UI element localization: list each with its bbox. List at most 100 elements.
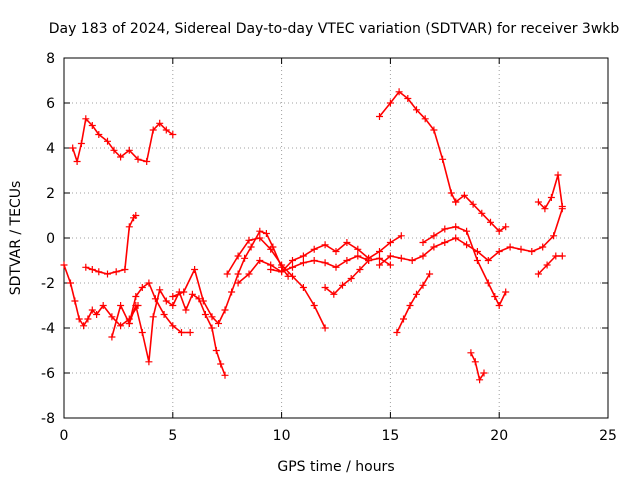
x-tick-label: 10 [273,428,291,444]
y-tick-label: -4 [41,321,55,337]
data-point [467,349,475,357]
data-point [386,252,394,260]
data-point [95,268,103,276]
data-point [278,261,286,269]
data-point [491,293,499,300]
data-point [215,320,222,327]
data-point [67,279,74,287]
y-tick-label: 8 [46,51,55,67]
data-point [439,155,447,163]
data-point [376,113,383,120]
data-point [447,189,455,197]
data-point [169,322,177,330]
data-point [195,295,203,303]
data-point [289,272,296,280]
data-point [267,245,275,253]
data-point [460,191,468,199]
y-tick-label: 6 [46,96,55,112]
data-point [108,333,116,341]
data-point [430,126,438,134]
data-point [471,358,479,366]
data-point [245,236,253,244]
data-point [419,239,427,246]
series-line [470,352,485,381]
data-point [487,218,494,226]
data-point [278,268,286,276]
data-point [502,288,510,296]
data-point [178,329,185,336]
data-point [73,158,81,165]
data-point [343,239,351,246]
data-point [299,252,307,260]
data-point [262,230,270,237]
data-point [386,239,394,246]
data-point [88,306,96,314]
data-point [321,284,329,291]
data-point [408,257,416,264]
data-point [221,306,229,314]
data-point [554,171,562,179]
data-point [186,329,194,336]
series-line [111,282,191,338]
y-axis-label: SDTVAR / TECUs [8,181,24,296]
series-line [537,174,564,210]
data-point [156,286,164,294]
data-point [421,115,429,123]
series-line [237,235,403,284]
data-point [84,315,92,323]
data-point [289,263,296,271]
data-point [188,290,196,298]
data-point [138,329,146,336]
series-arc-5 [108,279,194,341]
series-arc-9 [267,252,394,276]
data-point [117,153,125,161]
series-line [71,118,174,163]
data-point [376,248,383,255]
data-point [156,119,164,127]
data-point [160,311,168,318]
data-point [169,131,177,138]
data-point [223,270,231,278]
y-tick-labels: -8 -6 -4 -2 0 2 4 6 8 [41,51,55,427]
data-point [221,371,229,379]
data-point [80,322,88,330]
y-tick-label: -2 [41,276,55,292]
data-point [93,311,101,318]
data-point [162,126,170,134]
data-point [88,266,96,273]
data-point [108,313,116,321]
data-point [99,302,107,309]
x-tick-label: 15 [381,428,399,444]
series-arc-13 [376,205,566,269]
data-point [145,358,153,366]
data-point [299,259,307,267]
data-point [552,252,560,260]
series-arc-10 [321,257,373,298]
data-point [71,297,79,305]
data-point [332,248,340,255]
data-point [162,297,170,305]
x-tick-labels: 0 5 10 15 20 25 [60,428,617,444]
data-point [191,266,199,273]
data-point [117,302,125,309]
data-point [60,261,68,269]
data-point [321,259,329,267]
data-point [430,232,438,240]
data-point [110,146,118,154]
series-line [172,230,289,325]
data-point [299,284,307,291]
data-point [169,293,177,300]
data-point [256,257,264,264]
data-point [476,376,484,384]
data-point [208,324,216,332]
data-point [473,248,481,255]
data-point [404,95,412,102]
series-line [378,91,457,203]
data-point [125,146,133,154]
data-point [125,223,133,231]
data-point [495,248,503,255]
data-point [310,302,318,309]
data-point [132,212,140,219]
x-tick-label: 20 [490,428,508,444]
data-point [121,266,129,273]
